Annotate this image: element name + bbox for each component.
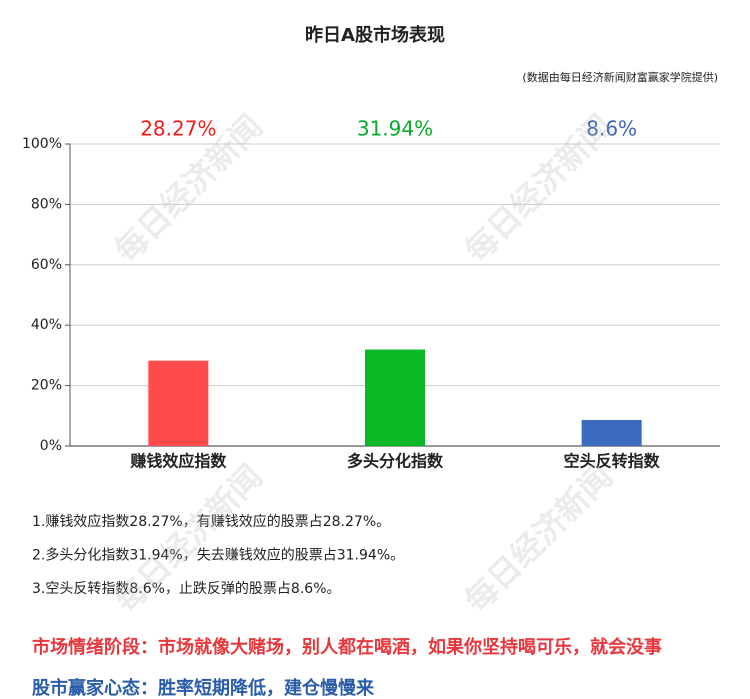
chart-title: 昨日A股市场表现 — [305, 24, 445, 46]
footer-line: 市场情绪阶段：市场就像大赌场，别人都在喝酒，如果你坚持喝可乐，就会没事 — [32, 636, 662, 658]
note: 1.赚钱效应指数28.27%，有赚钱效应的股票占28.27%。 — [32, 513, 390, 530]
y-tick-label: 20% — [31, 378, 62, 394]
watermark: 每日经济新闻 — [457, 107, 620, 270]
x-tick-label: 赚钱效应指数 — [129, 452, 227, 471]
value-label: 31.94% — [357, 117, 433, 141]
bar — [148, 360, 209, 446]
value-label: 28.27% — [140, 117, 216, 141]
footer-line: 股市赢家心态：胜率短期降低，建仓慢慢来 — [31, 677, 375, 699]
note: 3.空头反转指数8.6%，止跌反弹的股票占8.6%。 — [32, 581, 341, 597]
x-tick-label: 空头反转指数 — [564, 452, 661, 471]
value-label: 8.6% — [586, 117, 637, 141]
y-tick-label: 80% — [31, 196, 62, 212]
y-tick-label: 60% — [31, 257, 62, 273]
note: 2.多头分化指数31.94%，失去赚钱效应的股票占31.94%。 — [32, 547, 404, 564]
bar — [365, 349, 425, 446]
x-tick-label: 多头分化指数 — [347, 452, 444, 471]
watermark: 每日经济新闻 — [457, 457, 620, 620]
y-tick-label: 100% — [22, 136, 62, 152]
chart-subtitle: (数据由每日经济新闻财富赢家学院提供) — [522, 70, 718, 84]
y-tick-label: 40% — [31, 317, 62, 333]
y-tick-label: 0% — [40, 438, 62, 454]
bar — [581, 420, 642, 446]
